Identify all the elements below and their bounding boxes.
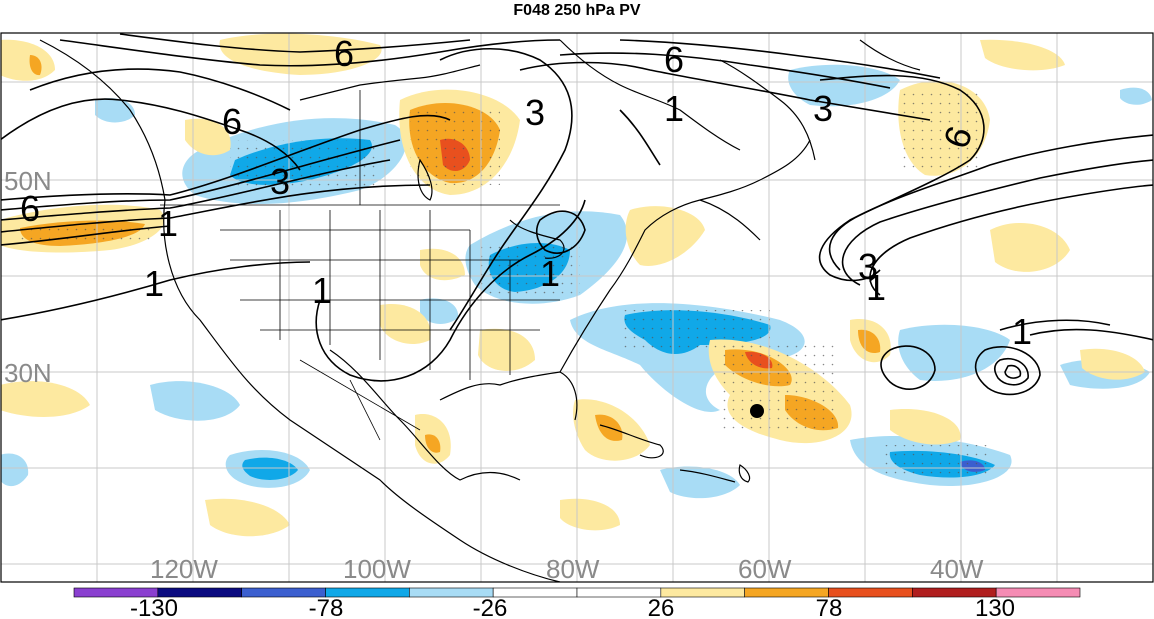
pos-anomaly-core xyxy=(425,434,441,453)
colorbar-tick-label: 78 xyxy=(816,595,843,619)
pos-anomaly-core xyxy=(858,329,881,354)
contour-line xyxy=(519,61,931,121)
neg-anomaly-region xyxy=(788,64,900,107)
contour-label: 1 xyxy=(540,253,560,294)
pos-anomaly-region xyxy=(560,498,620,531)
pos-anomaly-region xyxy=(478,328,535,371)
pos-anomaly-region xyxy=(980,39,1065,71)
contour-line xyxy=(1,159,391,221)
neg-anomaly-region xyxy=(420,298,459,324)
contour-line xyxy=(439,48,573,331)
neg-anomaly-region xyxy=(660,466,740,499)
contour-line xyxy=(999,319,1111,331)
lat-label-50n: 50N xyxy=(4,166,52,196)
pos-anomaly-region xyxy=(205,498,290,537)
map-frame xyxy=(0,32,1154,583)
contour-label: 1 xyxy=(866,267,886,308)
contour-label: 3 xyxy=(858,246,878,287)
contour-line xyxy=(974,346,1041,396)
colorbar-tick-label: -130 xyxy=(130,595,178,619)
contour-label: 3 xyxy=(525,92,545,133)
graticule xyxy=(1,33,1153,582)
neg-anomaly-region xyxy=(1,453,29,487)
pos-anomaly-region xyxy=(890,409,961,445)
pos-anomaly-region xyxy=(380,304,431,345)
contour-line xyxy=(29,68,291,111)
contour-line xyxy=(59,39,561,67)
contour-line xyxy=(1,225,171,246)
neg-anomaly-region xyxy=(898,324,1010,381)
contour-label: 1 xyxy=(144,263,164,304)
colorbar-labels: -130 -78 -26 26 78 130 xyxy=(130,595,1015,619)
contour-line xyxy=(1,98,301,171)
pos-anomaly-region xyxy=(990,222,1070,272)
neg-anomaly-core xyxy=(242,457,298,480)
pos-anomaly-region xyxy=(219,33,382,75)
coastlines xyxy=(39,39,921,582)
contour-line xyxy=(1,114,451,201)
contour-label: 3 xyxy=(270,161,290,202)
contour-label: 6 xyxy=(334,33,354,74)
contour-line xyxy=(828,134,1153,271)
contour-line xyxy=(1004,364,1022,379)
contour-label: 6 xyxy=(222,101,242,142)
contour-line xyxy=(559,52,891,89)
contour-line xyxy=(869,184,1153,296)
colorbar-tick-label: -78 xyxy=(309,595,344,619)
contour-line xyxy=(1029,328,1153,341)
pos-anomaly-region xyxy=(1,381,90,417)
neg-anomaly-region xyxy=(1120,87,1152,105)
map-title: F048 250 hPa PV xyxy=(513,2,641,19)
contour-line xyxy=(619,39,941,79)
contour-line xyxy=(1,184,431,233)
contour-line xyxy=(841,159,1153,286)
lat-label-30n: 30N xyxy=(4,358,52,388)
pos-anomaly-core xyxy=(29,55,42,76)
lon-label-120w: 120W xyxy=(150,554,218,584)
neg-anomaly-region xyxy=(150,381,240,421)
colorbar-tick-label: 130 xyxy=(975,595,1015,619)
lon-label-80w: 80W xyxy=(546,554,600,584)
contour-line xyxy=(818,74,985,282)
lon-label-100w: 100W xyxy=(343,554,411,584)
pv-contours xyxy=(1,33,1153,396)
contour-line xyxy=(880,345,936,390)
contour-label: 1 xyxy=(312,270,332,311)
contour-line xyxy=(619,109,661,166)
pos-anomaly-region xyxy=(420,248,465,281)
contour-label: 6 xyxy=(664,39,684,80)
contour-line xyxy=(119,33,471,53)
contour-line xyxy=(535,210,586,254)
storm-center-marker xyxy=(750,404,764,418)
contour-line xyxy=(315,199,586,382)
colorbar-tick-label: 26 xyxy=(648,595,675,619)
contour-label: 1 xyxy=(664,88,684,129)
contour-line xyxy=(1,261,311,321)
contour-label: 1 xyxy=(158,203,178,244)
lon-label-40w: 40W xyxy=(930,554,984,584)
contour-line xyxy=(994,358,1029,386)
state-borders xyxy=(160,90,560,441)
lon-label-60w: 60W xyxy=(738,554,792,584)
colorbar-tick-label: -26 xyxy=(473,595,508,619)
contour-line xyxy=(1,139,401,211)
significance-stipple xyxy=(20,90,990,480)
contour-label: 3 xyxy=(813,88,833,129)
contour-label: 1 xyxy=(1012,311,1032,352)
pos-anomaly-region xyxy=(1,39,55,81)
lon-labels: 120W 100W 80W 60W 40W xyxy=(150,554,984,584)
pos-anomaly-region xyxy=(185,118,231,156)
pos-anomaly-region xyxy=(625,206,705,266)
contour-label: 6 xyxy=(20,188,40,229)
lat-labels: 50N 30N xyxy=(4,166,52,388)
colorbar-segment xyxy=(995,587,1081,598)
colorbar xyxy=(73,587,1081,598)
